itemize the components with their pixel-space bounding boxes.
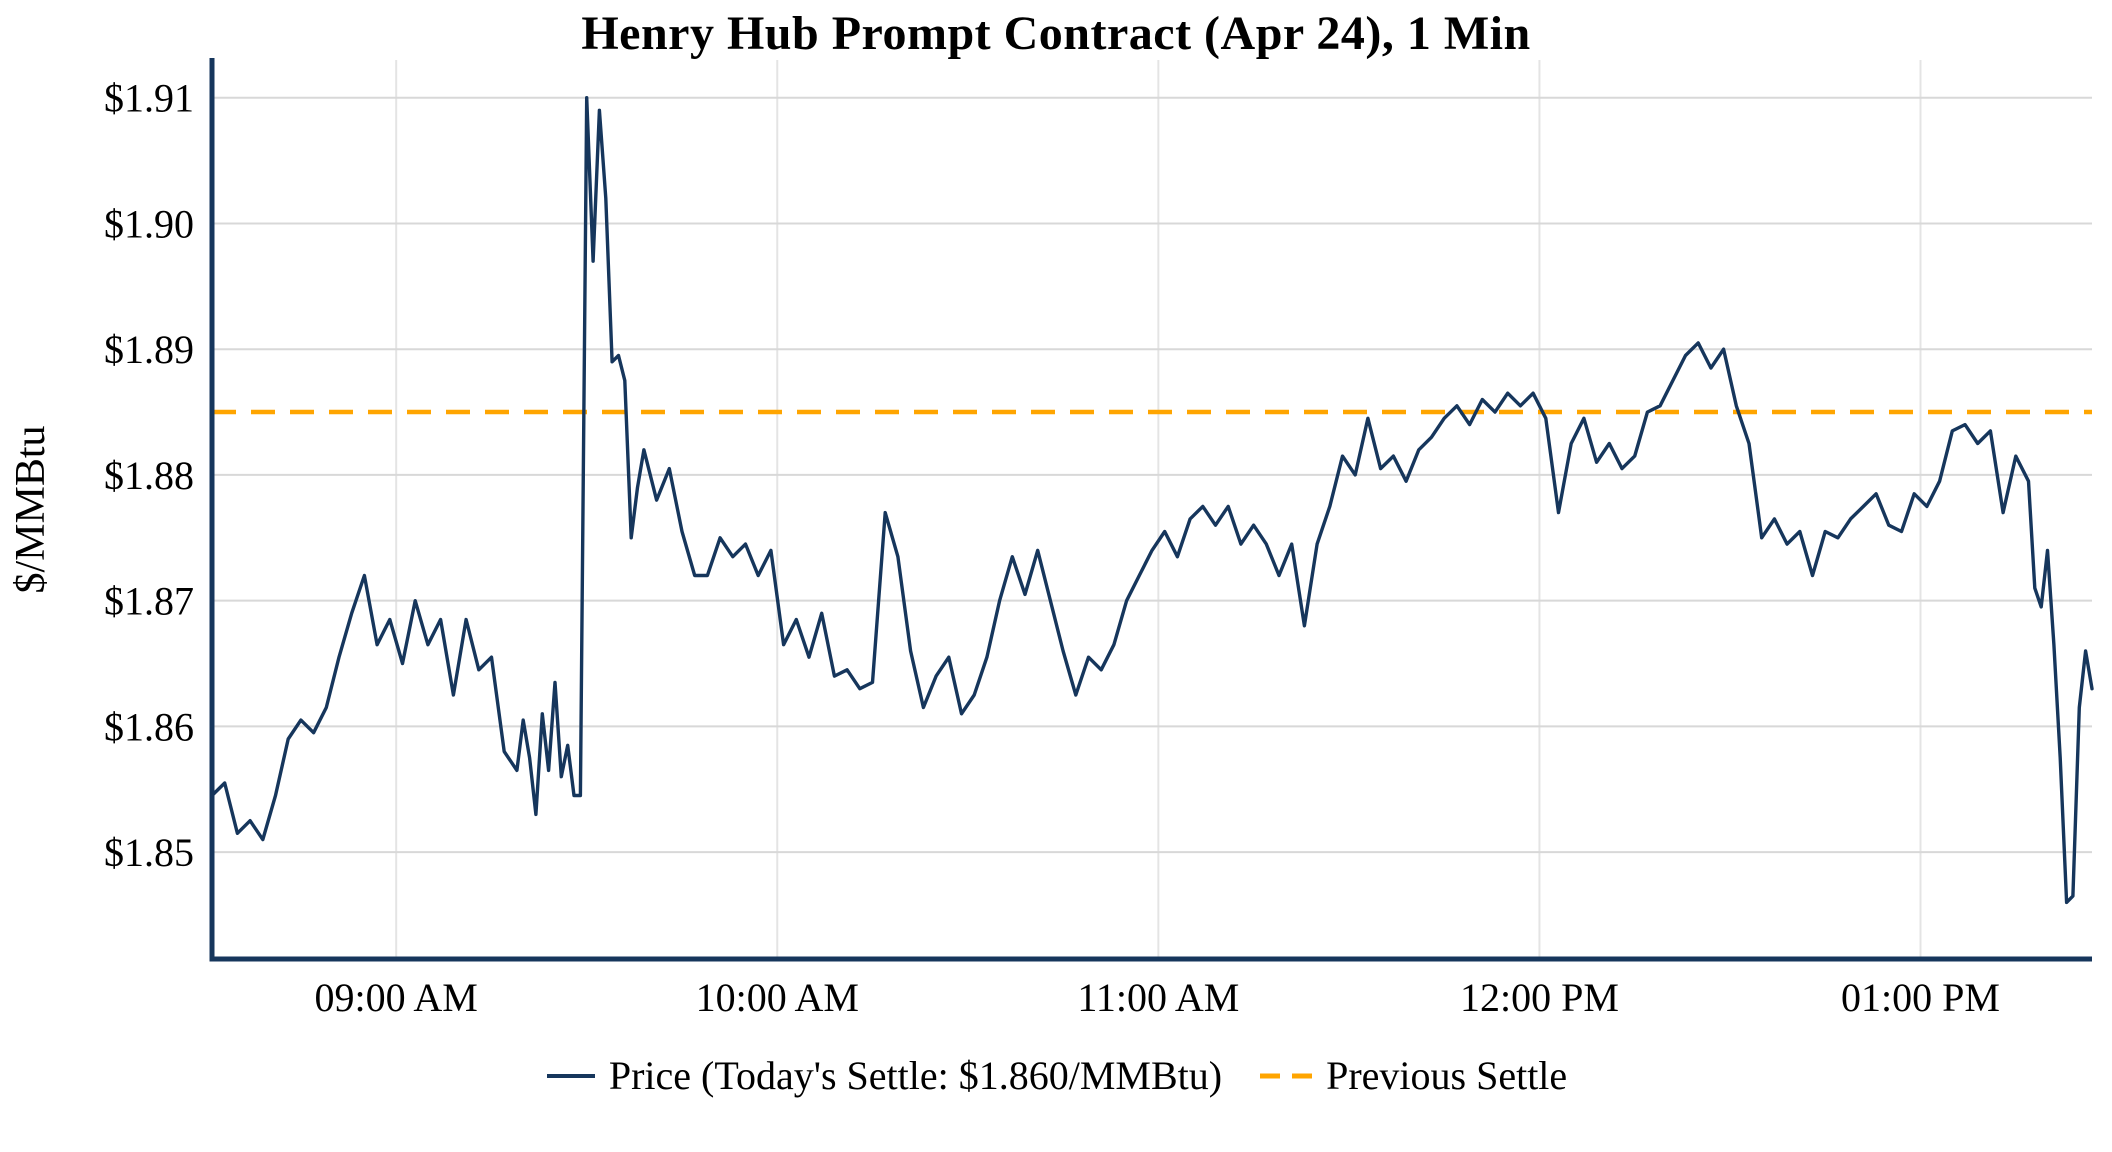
y-axis-title: $/MMBtu bbox=[8, 425, 54, 593]
y-tick-label: $1.85 bbox=[104, 830, 194, 875]
legend: Price (Today's Settle: $1.860/MMBtu) Pre… bbox=[0, 1052, 2112, 1099]
x-tick-label: 12:00 PM bbox=[1460, 975, 1619, 1020]
y-tick-label: $1.87 bbox=[104, 579, 194, 624]
y-tick-label: $1.89 bbox=[104, 327, 194, 372]
y-tick-label: $1.91 bbox=[104, 76, 194, 121]
y-tick-label: $1.86 bbox=[104, 704, 194, 749]
x-tick-label: 01:00 PM bbox=[1841, 975, 2000, 1020]
x-tick-label: 11:00 AM bbox=[1077, 975, 1239, 1020]
price-line bbox=[210, 96, 2094, 905]
y-tick-label: $1.90 bbox=[104, 201, 194, 246]
chart-title: Henry Hub Prompt Contract (Apr 24), 1 Mi… bbox=[581, 7, 1531, 60]
legend-settle-label: Previous Settle bbox=[1326, 1053, 1568, 1098]
legend-item-settle: Previous Settle bbox=[1258, 1052, 1567, 1099]
y-tick-label: $1.88 bbox=[104, 453, 194, 498]
legend-price-label: Price (Today's Settle: $1.860/MMBtu) bbox=[608, 1053, 1223, 1098]
x-tick-label: 10:00 AM bbox=[696, 975, 859, 1020]
settle-dashed-sample-icon bbox=[1260, 1073, 1313, 1078]
x-tick-label: 09:00 AM bbox=[315, 975, 478, 1020]
price-line-sample-icon bbox=[546, 1073, 595, 1078]
legend-item-price: Price (Today's Settle: $1.860/MMBtu) bbox=[545, 1052, 1222, 1099]
